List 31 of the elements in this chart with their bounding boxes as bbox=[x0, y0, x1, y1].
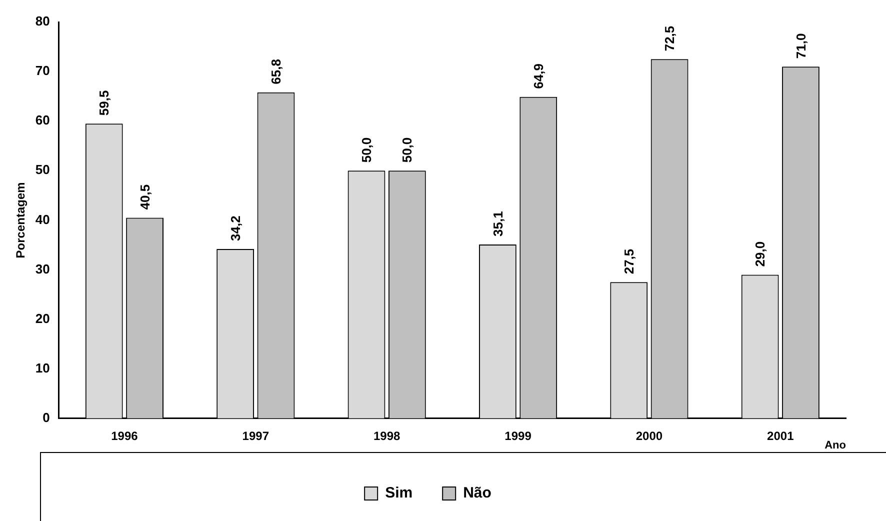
data-label: 65,8 bbox=[268, 59, 284, 84]
x-tick-label: 1996 bbox=[111, 428, 138, 443]
y-tick-label: 70 bbox=[35, 63, 50, 78]
y-tick-label: 40 bbox=[35, 212, 50, 227]
x-axis-title: Ano bbox=[824, 439, 846, 452]
data-label: 50,0 bbox=[359, 137, 374, 163]
data-label: 27,5 bbox=[621, 248, 636, 274]
x-tick-label: 1999 bbox=[504, 428, 532, 443]
y-tick-label: 10 bbox=[35, 360, 50, 376]
y-tick-label: 0 bbox=[42, 410, 50, 425]
data-label: 50,0 bbox=[400, 137, 415, 163]
x-tick-label: 2001 bbox=[767, 428, 794, 443]
data-label: 71,0 bbox=[793, 33, 808, 59]
x-tick-label: 1997 bbox=[242, 428, 270, 443]
y-tick-label: 30 bbox=[35, 261, 50, 276]
x-tick-label: 2000 bbox=[636, 428, 663, 443]
data-label: 59,5 bbox=[96, 90, 112, 116]
data-label: 64,9 bbox=[530, 64, 546, 89]
y-tick-label: 80 bbox=[35, 14, 50, 29]
y-axis-title: Porcentagem bbox=[14, 182, 28, 258]
data-label: 29,0 bbox=[752, 241, 768, 267]
data-label: 72,5 bbox=[662, 26, 678, 52]
data-label: 34,2 bbox=[228, 216, 243, 241]
x-tick-label: 1998 bbox=[373, 428, 401, 443]
y-tick-label: 20 bbox=[35, 310, 50, 326]
legend-label: Sim bbox=[385, 484, 413, 502]
data-label: 35,1 bbox=[490, 211, 506, 236]
y-tick-label: 50 bbox=[35, 162, 50, 178]
data-label: 40,5 bbox=[137, 184, 152, 210]
legend-label: Não bbox=[463, 484, 492, 502]
y-tick-label: 60 bbox=[35, 112, 50, 128]
